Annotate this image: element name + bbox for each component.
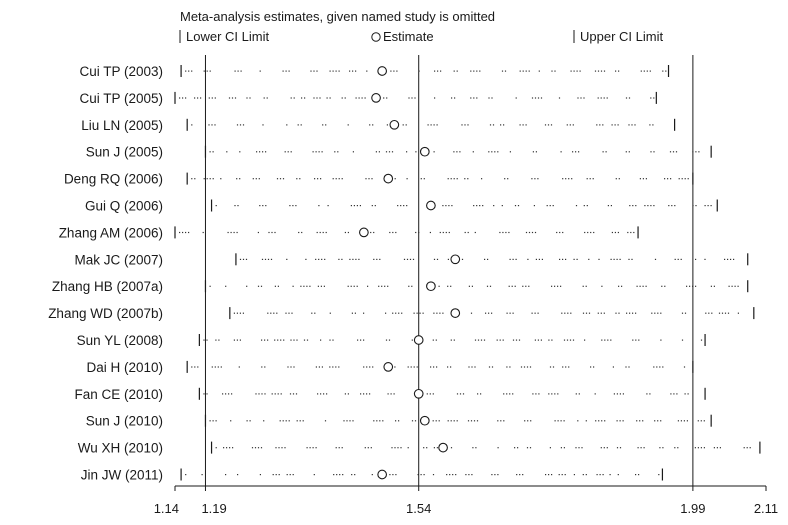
ci-dotted-line (209, 420, 705, 422)
legend-estimate-label: Estimate (383, 29, 434, 44)
estimate-point (426, 281, 436, 292)
study-row: Fan CE (2010) (74, 387, 706, 402)
study-row: Zhang HB (2007a) (52, 279, 749, 294)
ci-dotted-line (239, 258, 735, 260)
estimate-point (413, 335, 424, 345)
estimate-point (383, 173, 394, 184)
study-row: Jin JW (2011) (81, 468, 664, 483)
study-label: Wu XH (2010) (78, 441, 163, 456)
study-row: Dai H (2010) (86, 360, 694, 375)
x-tick-label: 1.99 (680, 501, 705, 516)
ci-dotted-line (185, 70, 667, 72)
ci-dotted-line (203, 393, 689, 395)
study-label: Deng RQ (2006) (64, 172, 163, 187)
x-tick-label: 1.14 (154, 501, 179, 516)
estimate-point (377, 469, 388, 480)
study-row: Zhang WD (2007b) (48, 306, 755, 321)
study-label: Zhang HB (2007a) (52, 279, 163, 294)
ci-dotted-line (233, 312, 739, 314)
study-row: Wu XH (2010) (78, 441, 761, 456)
study-label: Fan CE (2010) (74, 387, 163, 402)
study-label: Mak JC (2007) (74, 252, 163, 267)
estimate-point (383, 362, 394, 372)
estimate-point (419, 415, 430, 426)
ci-dotted-line (185, 474, 660, 476)
study-row: Cui TP (2005) (79, 91, 657, 106)
x-tick-label: 1.19 (201, 501, 226, 516)
ci-dotted-line (215, 447, 751, 449)
study-row: Sun J (2010) (86, 414, 712, 429)
study-label: Dai H (2010) (86, 360, 163, 375)
study-row: Deng RQ (2006) (64, 172, 694, 187)
estimate-point (438, 442, 448, 453)
estimate-point (359, 227, 369, 238)
study-row: Cui TP (2003) (79, 64, 670, 79)
ci-dotted-line (179, 231, 635, 234)
estimate-point (450, 308, 461, 318)
study-label: Cui TP (2005) (79, 91, 163, 106)
ci-dotted-line (209, 285, 739, 287)
legend-upper-label: Upper CI Limit (580, 29, 663, 44)
ci-dotted-line (179, 97, 655, 99)
ci-dotted-line (215, 205, 712, 207)
study-label: Sun J (2005) (86, 145, 163, 160)
study-row: Sun YL (2008) (77, 333, 706, 348)
study-label: Zhang WD (2007b) (48, 306, 163, 321)
estimate-point (413, 388, 424, 399)
study-label: Sun YL (2008) (77, 333, 163, 348)
estimate-point (419, 146, 430, 157)
estimate-point (377, 66, 388, 76)
study-row: Mak JC (2007) (74, 252, 749, 267)
estimate-point (389, 119, 400, 130)
x-tick-label: 2.11 (754, 501, 778, 516)
study-label: Jin JW (2011) (81, 468, 163, 483)
study-label: Cui TP (2003) (79, 64, 163, 79)
estimate-point (371, 93, 381, 103)
chart-title: Meta-analysis estimates, given named stu… (180, 9, 495, 24)
ci-dotted-line (209, 151, 700, 153)
ci-dotted-line (191, 366, 686, 368)
reference-lines (204, 55, 694, 486)
study-row: Zhang AM (2006) (59, 225, 639, 240)
ci-dotted-line (191, 124, 654, 126)
study-rows: Cui TP (2003) Cui TP (2005) Liu LN (2005) S… (48, 64, 761, 483)
ci-dotted-line (191, 178, 689, 180)
study-row: Gui Q (2006) (85, 199, 718, 214)
study-label: Gui Q (2006) (85, 199, 163, 214)
legend-lower-label: Lower CI Limit (186, 29, 269, 44)
study-row: Liu LN (2005) (81, 118, 676, 133)
ci-dotted-line (203, 339, 703, 341)
study-row: Sun J (2005) (86, 145, 712, 160)
x-axis: 1.14 1.19 1.54 1.99 2.11 (154, 485, 778, 516)
study-label: Liu LN (2005) (81, 118, 163, 133)
study-label: Zhang AM (2006) (59, 225, 163, 240)
estimate-point (450, 254, 461, 265)
legend-estimate-marker (371, 32, 381, 42)
x-tick-label: 1.54 (406, 501, 431, 516)
estimate-point (426, 200, 436, 211)
study-label: Sun J (2010) (86, 414, 163, 429)
